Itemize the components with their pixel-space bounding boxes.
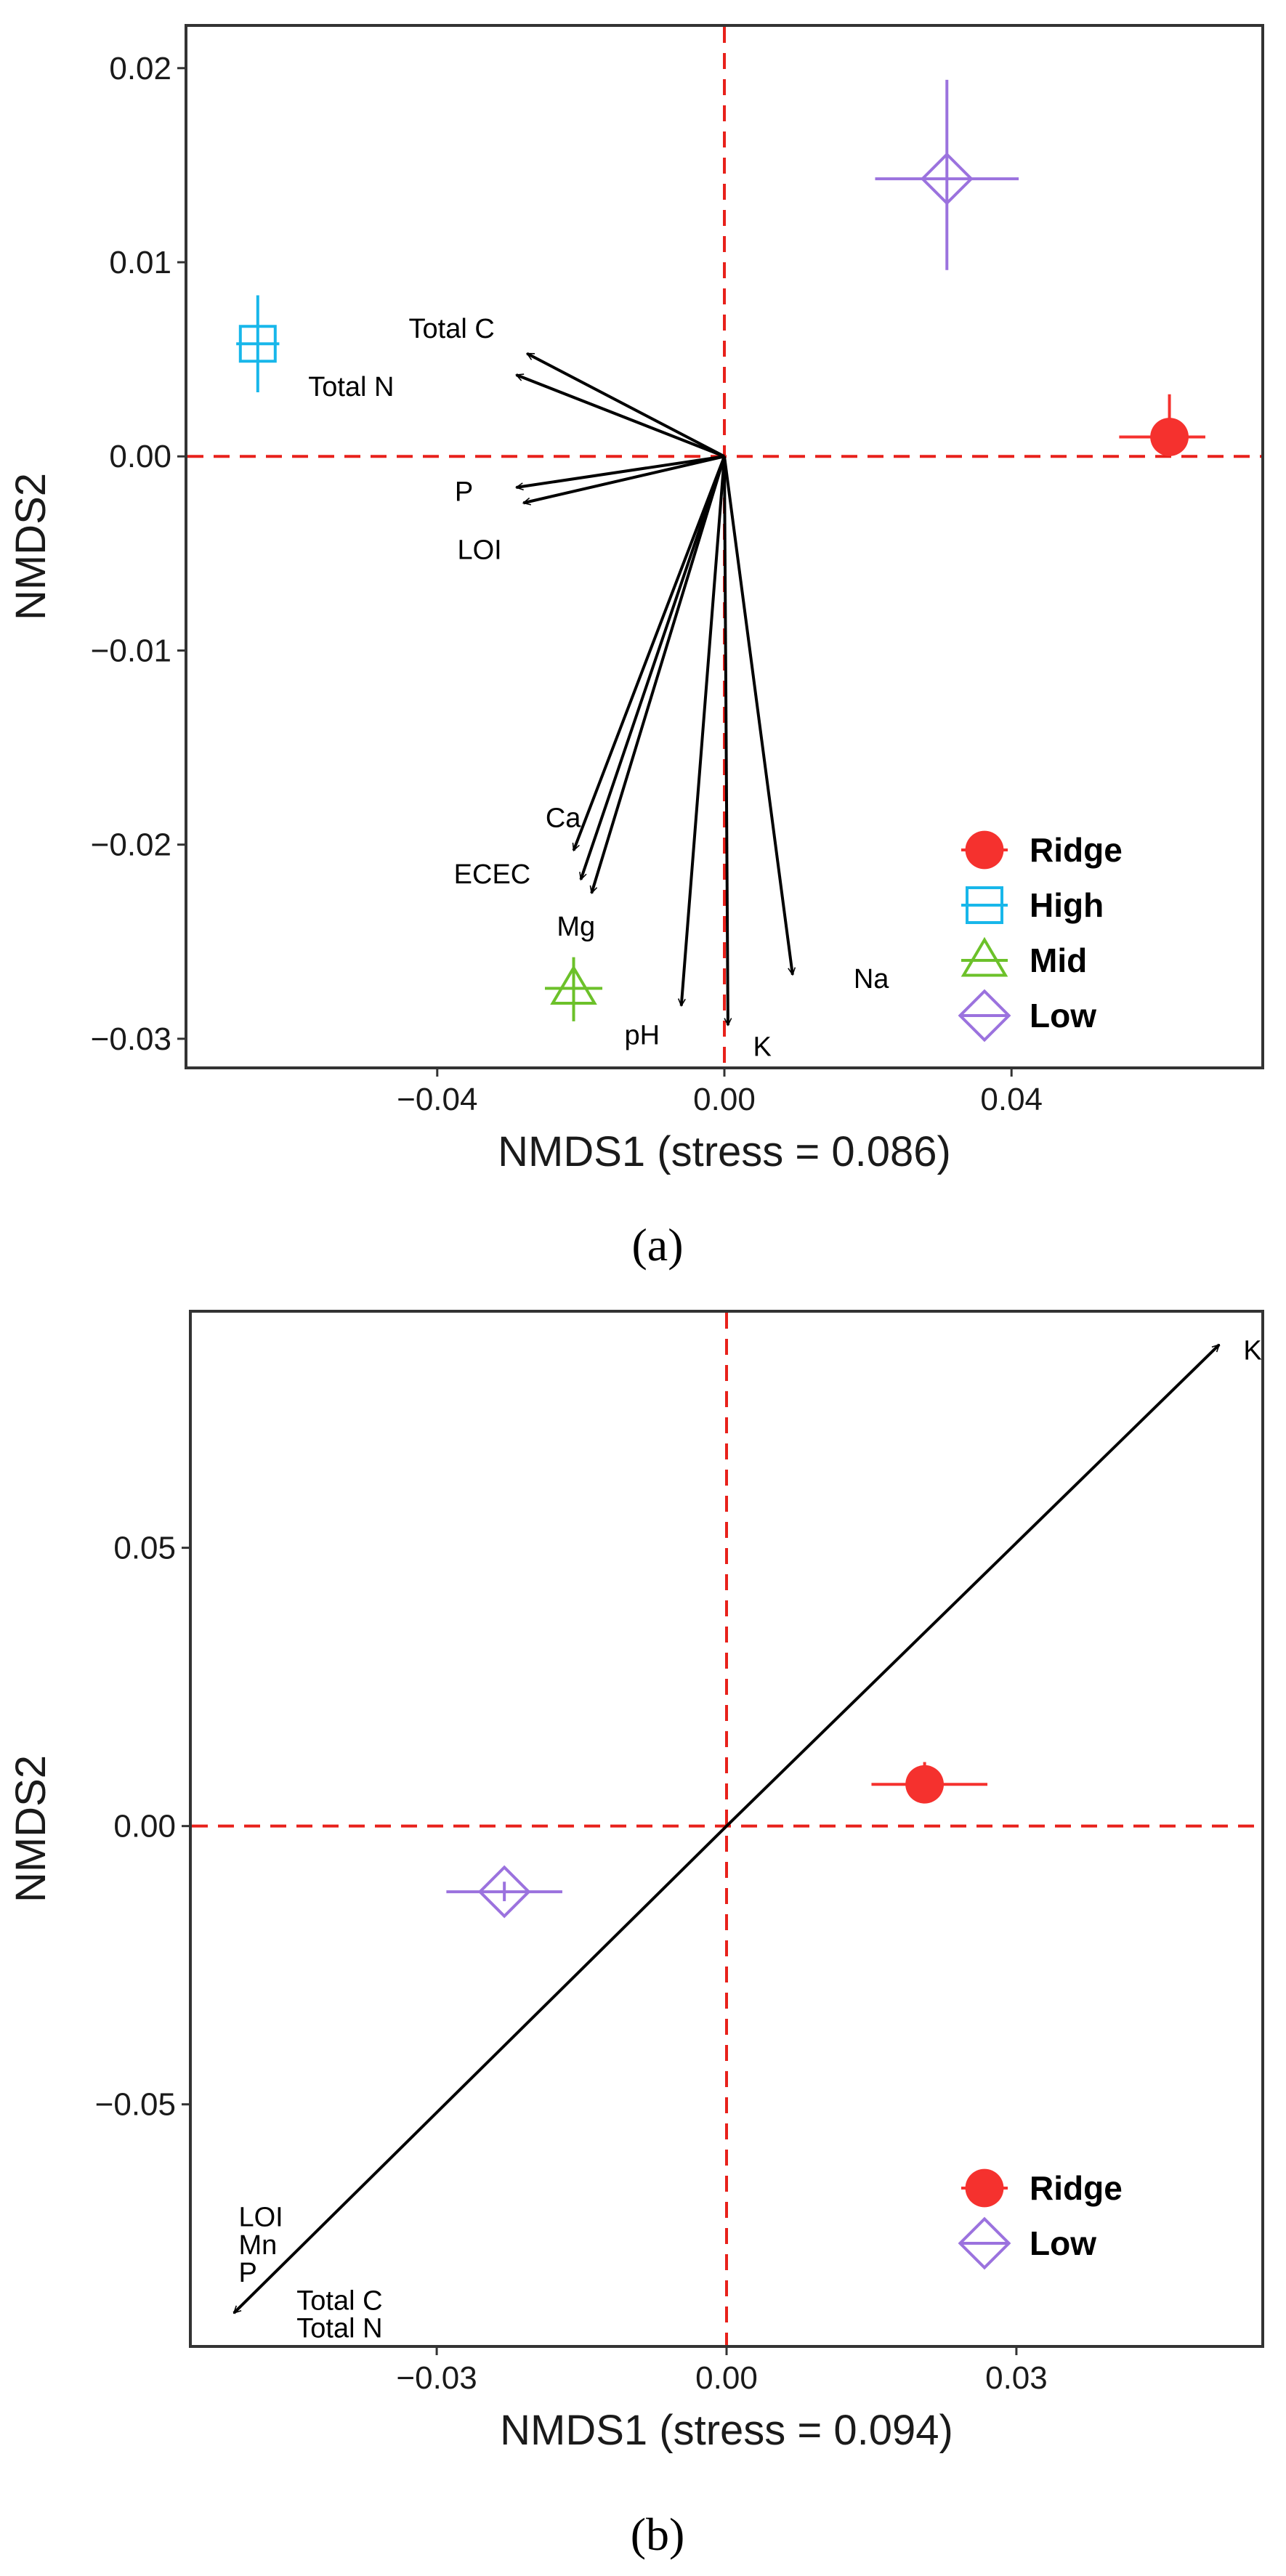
y-tick-label: 0.02	[109, 51, 171, 86]
legend-item-low: Low	[958, 989, 1096, 1042]
y-tick-label: −0.03	[91, 1021, 171, 1057]
vector-label: LOI	[238, 2202, 283, 2232]
vector-label: Ca	[546, 803, 581, 833]
vector-label: Total N	[296, 2314, 382, 2344]
legend-label: Ridge	[1030, 831, 1123, 869]
legend-marker	[965, 830, 1004, 870]
legend-label: Low	[1030, 2224, 1096, 2262]
y-axis-title: NMDS2	[7, 473, 54, 620]
vector-label: ECEC	[454, 859, 531, 890]
panel-a-chart: −0.04 0.00 0.04 −0.03 −0.02 −0.01 0.00 0.01 0.02…	[7, 24, 1264, 1271]
point-marker	[550, 965, 597, 1005]
legend-label: Mid	[1030, 941, 1087, 979]
panel-label: (b)	[631, 2508, 685, 2560]
legend-item-low: Low	[958, 2216, 1096, 2270]
vector-label: Total N	[308, 372, 394, 402]
point-low	[446, 1865, 562, 1919]
point-marker	[905, 1765, 944, 1804]
vector-arrow-k	[725, 1343, 1221, 1828]
vector-label: Total C	[296, 2285, 382, 2316]
point-marker	[477, 1865, 531, 1919]
legend-item-ridge: Ridge	[961, 830, 1123, 870]
vector-arrow-p	[516, 455, 725, 487]
legend-marker	[961, 936, 1008, 977]
x-tick-label: −0.04	[397, 1082, 477, 1117]
legend-label: Ridge	[1030, 2169, 1123, 2207]
legend-marker	[958, 2216, 1011, 2270]
legend-item-ridge: Ridge	[961, 2168, 1123, 2208]
vector-arrow-loi	[523, 455, 725, 503]
vector-arrow-na	[723, 455, 793, 974]
point-mid	[545, 957, 603, 1021]
x-tick-label: 0.00	[695, 2360, 758, 2396]
legend-item-mid: Mid	[961, 936, 1087, 979]
vector-label: K	[753, 1032, 772, 1063]
legend-label: High	[1030, 886, 1104, 924]
vector-arrow-total-n	[516, 373, 725, 458]
y-tick-label: 0.05	[113, 1531, 176, 1566]
vector-label: Mg	[557, 912, 595, 942]
vector-arrow-total-c	[527, 352, 725, 458]
vector-label: P	[455, 477, 473, 507]
vector-label: Mn	[238, 2230, 277, 2261]
y-axis-title: NMDS2	[7, 1755, 54, 1903]
vector-arrow-ecec	[581, 455, 726, 880]
vector-label: Total C	[409, 314, 495, 344]
point-low	[875, 79, 1019, 270]
vector-label: K	[1243, 1336, 1261, 1366]
legend-marker	[966, 886, 1003, 924]
point-marker	[920, 152, 974, 206]
y-tick-label: 0.00	[109, 439, 171, 474]
x-tick-label: 0.04	[980, 1082, 1043, 1117]
point-marker	[238, 325, 277, 363]
y-tick-label: 0.00	[113, 1809, 176, 1844]
vector-arrow-loi	[232, 1825, 728, 2314]
legend-marker	[965, 2168, 1004, 2208]
legend-marker	[958, 989, 1011, 1042]
y-tick-label: 0.01	[109, 245, 171, 280]
y-tick-label: −0.01	[91, 633, 171, 668]
x-axis-title: NMDS1 (stress = 0.094)	[500, 2407, 953, 2454]
vector-arrow-ph	[682, 456, 726, 1005]
y-tick-label: −0.02	[91, 827, 171, 863]
point-high	[236, 295, 280, 393]
x-tick-label: −0.03	[396, 2360, 477, 2396]
vector-arrow-mg	[591, 455, 726, 893]
legend-item-high: High	[961, 886, 1104, 924]
vector-label: Na	[854, 964, 889, 995]
point-ridge	[1119, 394, 1205, 456]
y-tick-label: −0.05	[95, 2087, 176, 2123]
panel-label: (a)	[631, 1219, 683, 1271]
panel-b-chart: −0.03 0.00 0.03 −0.05 0.00 0.05 NMDS1 (stress …	[7, 1310, 1264, 2560]
vector-label: P	[238, 2258, 256, 2288]
point-ridge	[871, 1762, 988, 1804]
vector-label: LOI	[457, 535, 501, 566]
vector-arrow-k	[723, 456, 728, 1025]
x-tick-label: 0.03	[985, 2360, 1048, 2396]
point-marker	[1150, 418, 1189, 456]
x-tick-label: 0.00	[693, 1082, 756, 1117]
vector-arrow-ca	[572, 455, 726, 850]
vector-label: pH	[625, 1021, 660, 1051]
x-axis-title: NMDS1 (stress = 0.086)	[498, 1128, 951, 1175]
legend-label: Low	[1030, 997, 1096, 1034]
